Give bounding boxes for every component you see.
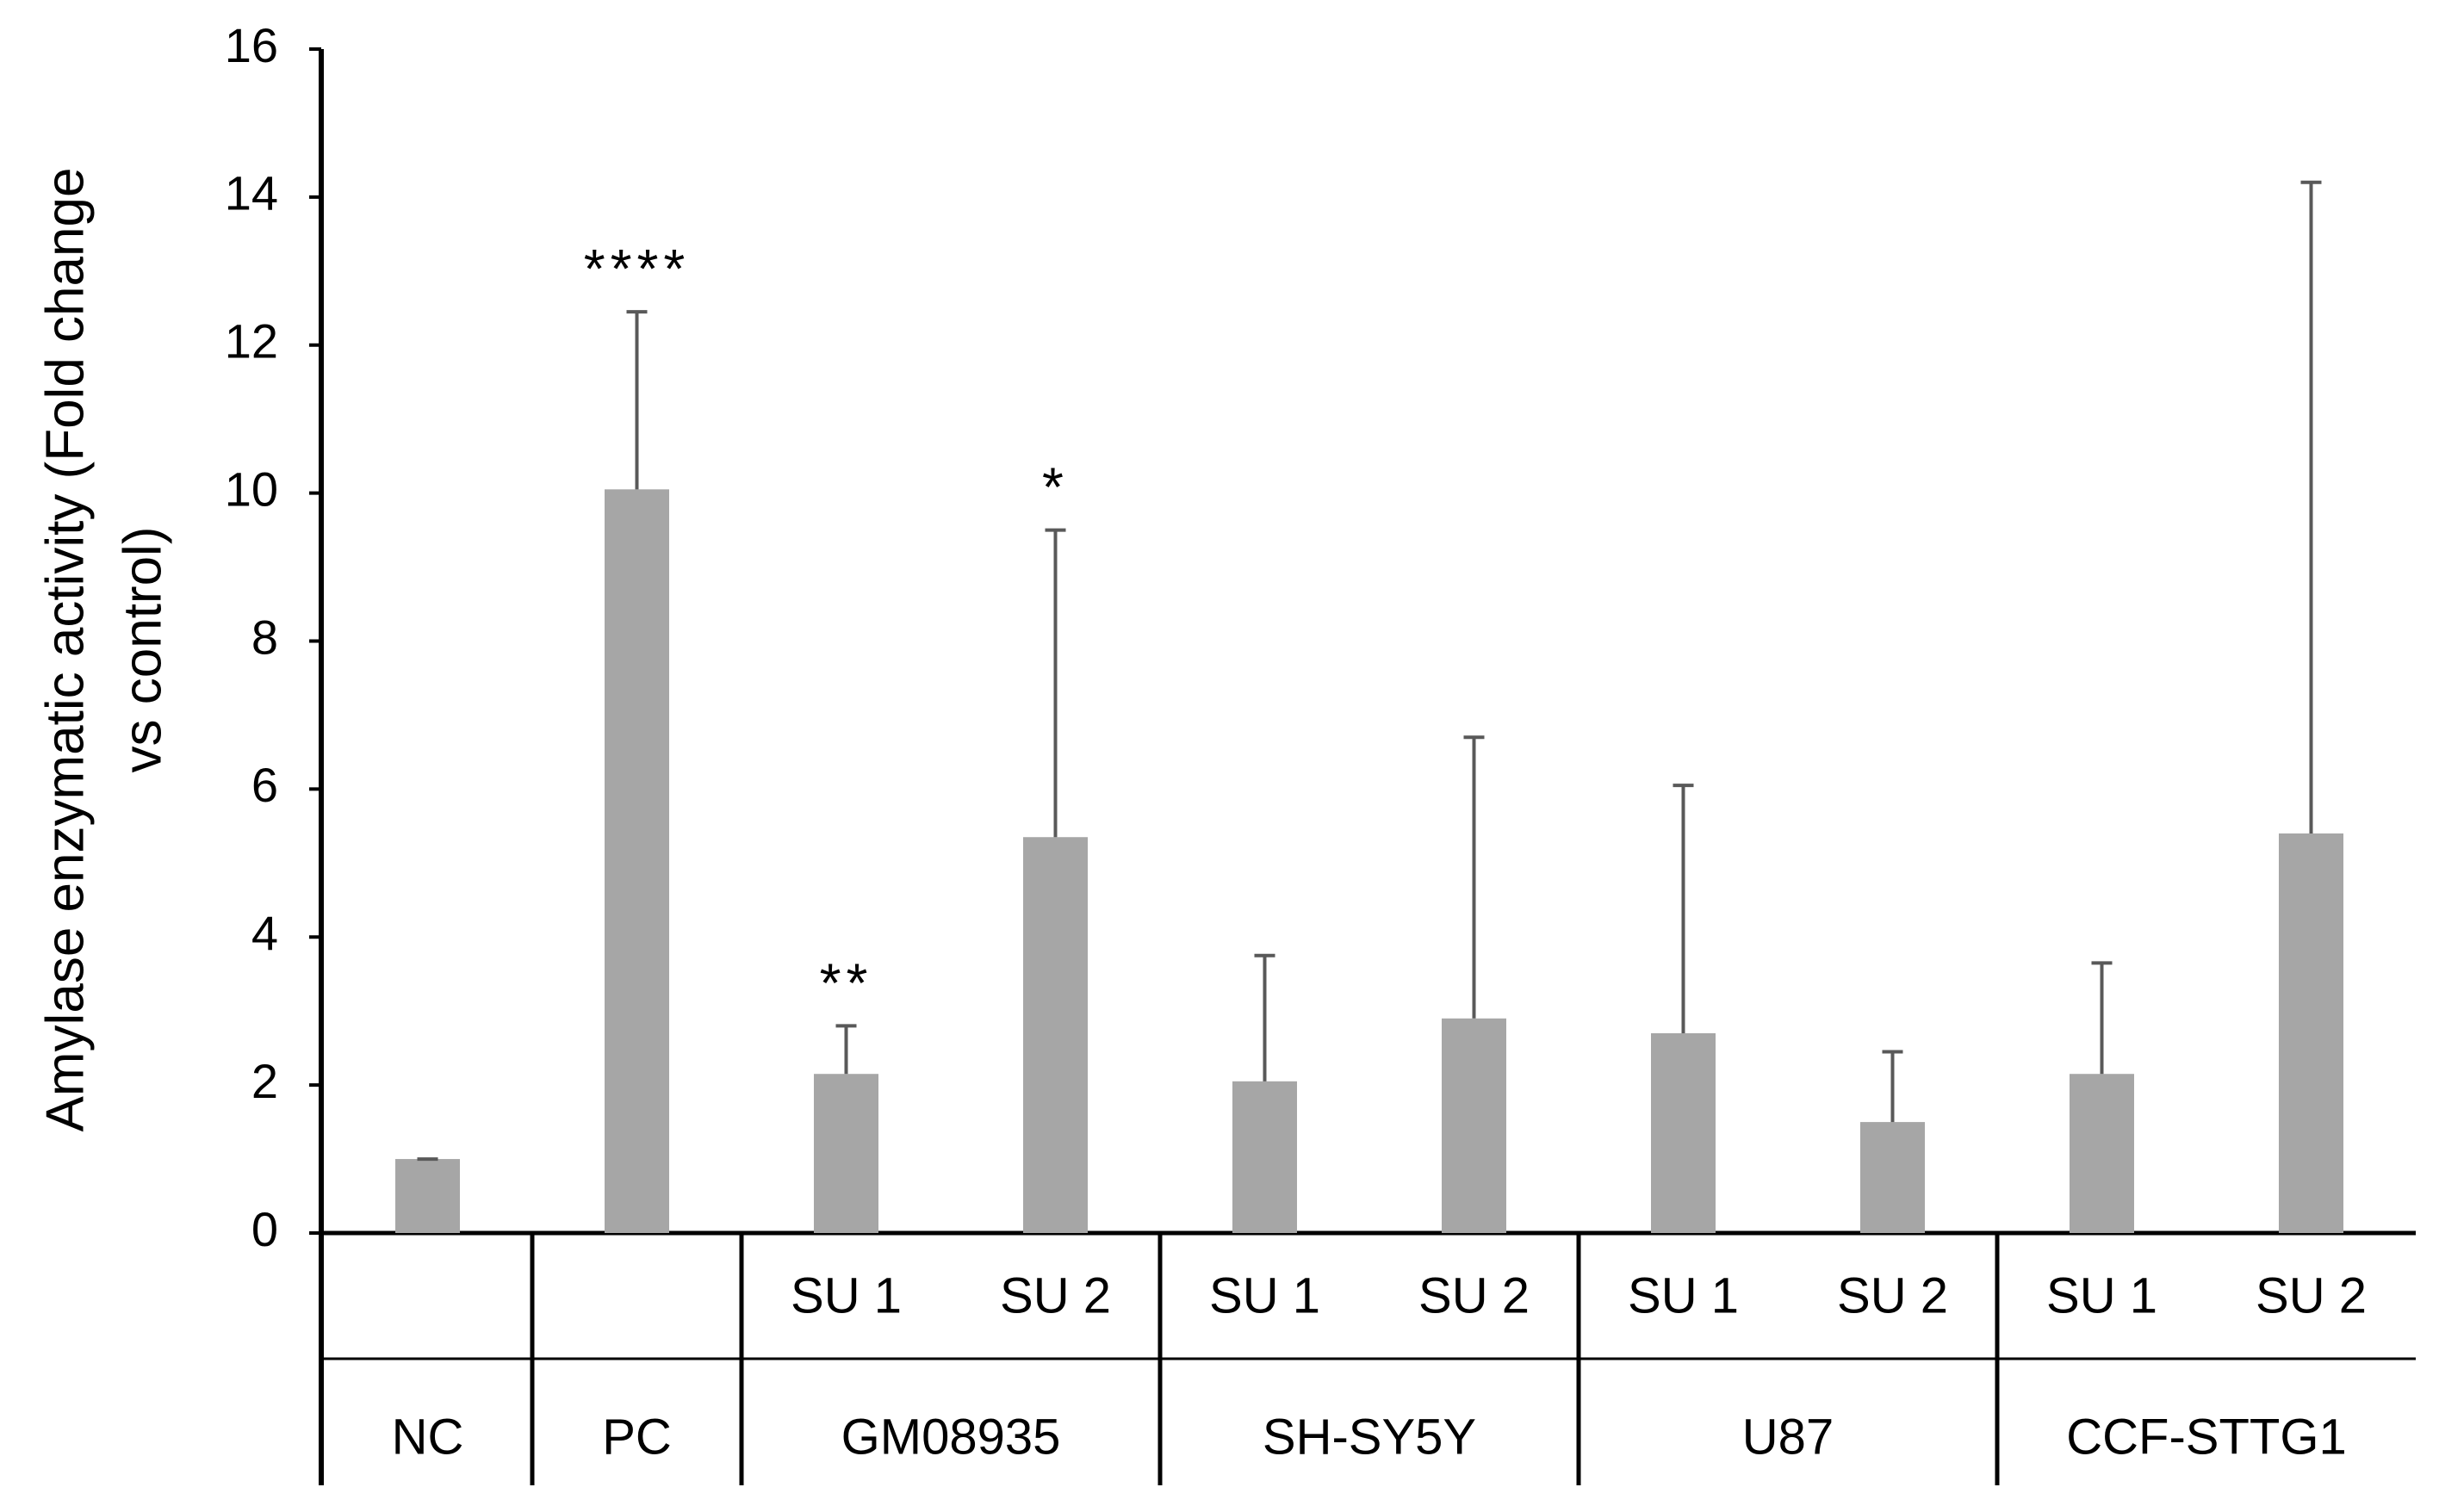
y-tick-label: 16	[225, 18, 278, 72]
y-tick-label: 10	[225, 462, 278, 516]
y-axis-label: Amylase enzymatic activity (Fold change v…	[35, 168, 172, 1132]
group-label: PC	[602, 1409, 672, 1465]
sub-category-label: SU 2	[1837, 1267, 1948, 1323]
group-label: GM08935	[841, 1409, 1061, 1465]
bar-sh-sy5y-su1	[1232, 1081, 1297, 1233]
bars	[395, 489, 2343, 1233]
sub-category-label: SU 2	[1418, 1267, 1530, 1323]
y-tick-label: 12	[225, 314, 278, 369]
significance-markers: *******	[584, 238, 1069, 1013]
y-axis-label-line: Amylase enzymatic activity (Fold change	[35, 168, 95, 1132]
group-label: CCF-STTG1	[2066, 1409, 2346, 1465]
y-tick-label: 14	[225, 166, 278, 220]
bar-u87-su2	[1860, 1122, 1925, 1233]
bar-gm08935-su1	[814, 1074, 878, 1233]
group-label: U87	[1742, 1409, 1834, 1465]
significance-marker: *	[1042, 456, 1069, 518]
significance-marker: **	[820, 951, 873, 1013]
group-label: NC	[392, 1409, 464, 1465]
significance-marker: ****	[584, 238, 691, 300]
sub-category-label: SU 2	[2256, 1267, 2367, 1323]
bar-ccf-sttg1-su2	[2279, 833, 2343, 1233]
bar-pc	[605, 489, 669, 1233]
bar-u87-su1	[1651, 1032, 1716, 1233]
sub-category-label: SU 1	[1628, 1267, 1739, 1323]
y-tick-label: 6	[251, 758, 278, 812]
axes	[319, 49, 2416, 1485]
sub-category-label: SU 1	[791, 1267, 902, 1323]
bar-ccf-sttg1-su1	[2070, 1074, 2134, 1233]
sub-category-label: SU 1	[2046, 1267, 2157, 1323]
y-tick-label: 4	[251, 906, 278, 960]
sub-category-label: SU 1	[1209, 1267, 1320, 1323]
category-table: SU 1 SU 2 SU 1 SU 2 SU 1 SU 2 SU 1 SU 2 NC PC GM08…	[392, 1267, 2367, 1465]
bar-nc	[395, 1159, 460, 1233]
bar-sh-sy5y-su2	[1442, 1018, 1506, 1233]
error-bars	[417, 180, 2322, 1162]
y-tick-label: 2	[251, 1054, 278, 1108]
bar-gm08935-su2	[1023, 837, 1088, 1233]
sub-category-label: SU 2	[1000, 1267, 1111, 1323]
y-tick-label: 8	[251, 610, 278, 664]
y-axis-ticks: 0 2 4 6 8 10 12 14 16	[225, 18, 321, 1256]
group-label: SH-SY5Y	[1263, 1409, 1476, 1465]
y-axis-label-line: vs control)	[113, 527, 172, 773]
y-tick-label: 0	[251, 1202, 278, 1256]
